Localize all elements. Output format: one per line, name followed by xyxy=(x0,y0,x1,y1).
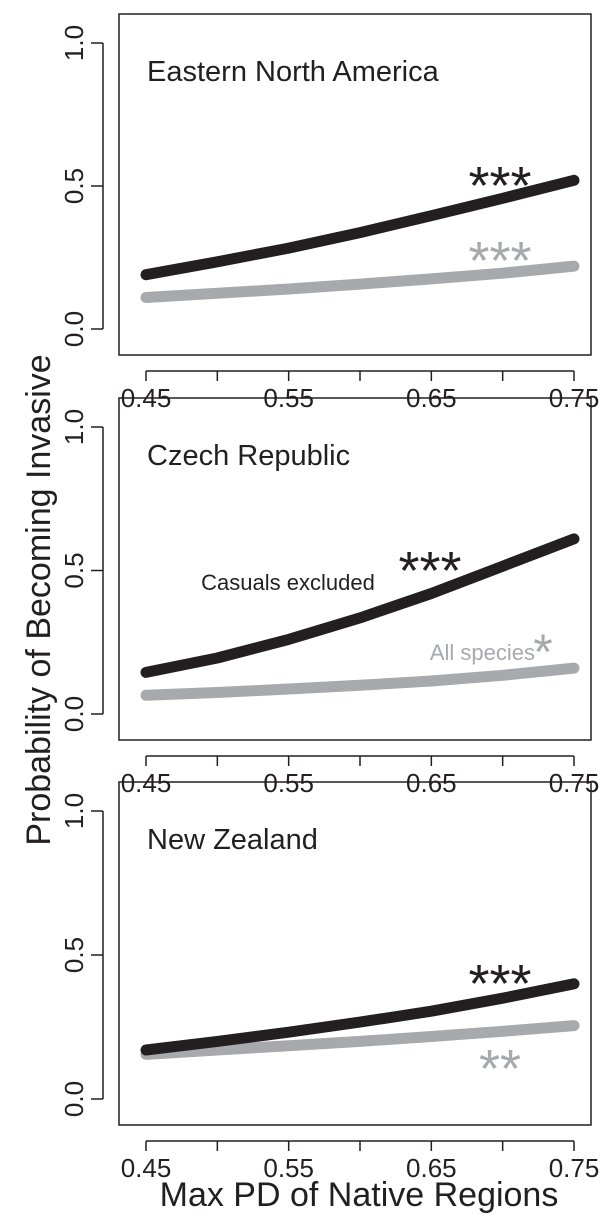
series-annotation: All species xyxy=(430,640,535,665)
y-tick-label: 1.0 xyxy=(59,793,89,829)
x-axis: 0.45 0.55 0.65 0.75 xyxy=(121,755,599,798)
x-tick-label: 0.65 xyxy=(406,1153,457,1183)
series-line-all-species xyxy=(140,1020,580,1060)
y-axis-label: Probability of Becoming Invasive xyxy=(20,354,58,845)
series-line-all-species xyxy=(140,662,580,701)
chart-panel: Eastern North America 0.0 0.5 1.0 0.45 0.55 0.… xyxy=(59,13,599,413)
x-tick-label: 0.55 xyxy=(263,768,314,798)
y-tick-label: 0.5 xyxy=(59,937,89,973)
y-axis: 0.0 0.5 1.0 xyxy=(59,793,104,1117)
series-line-all-species xyxy=(140,260,580,303)
significance-label: *** xyxy=(468,231,531,291)
plot-frame xyxy=(118,397,592,741)
x-axis: 0.45 0.55 0.65 0.75 xyxy=(121,1140,600,1183)
panel-title: Eastern North America xyxy=(147,56,440,88)
series-annotation: Casuals excluded xyxy=(201,570,375,595)
significance-label: *** xyxy=(468,954,531,1014)
plot-frame xyxy=(118,781,592,1126)
y-axis: 0.0 0.5 1.0 xyxy=(59,25,104,347)
x-tick-label: 0.65 xyxy=(406,768,457,798)
x-axis: 0.45 0.55 0.65 0.75 xyxy=(121,370,599,413)
series-line-casuals-excluded xyxy=(140,978,580,1056)
x-tick-label: 0.45 xyxy=(121,768,172,798)
panel-title: Czech Republic xyxy=(147,440,350,472)
panel-title: New Zealand xyxy=(147,824,318,856)
y-tick-label: 0.0 xyxy=(59,696,89,732)
y-tick-label: 0.5 xyxy=(59,552,89,588)
significance-label: *** xyxy=(398,541,461,601)
series-line-casuals-excluded xyxy=(140,174,580,281)
y-axis: 0.0 0.5 1.0 xyxy=(59,409,104,732)
x-tick-label: 0.75 xyxy=(549,1153,600,1183)
y-tick-label: 1.0 xyxy=(59,25,89,61)
significance-label: *** xyxy=(468,156,531,216)
y-tick-label: 0.0 xyxy=(59,311,89,347)
y-tick-label: 0.0 xyxy=(59,1081,89,1117)
series-line-casuals-excluded xyxy=(140,533,580,678)
significance-label: ** xyxy=(479,1039,521,1099)
y-tick-label: 0.5 xyxy=(59,168,89,204)
x-tick-label: 0.45 xyxy=(121,1153,172,1183)
y-tick-label: 1.0 xyxy=(59,409,89,445)
significance-label: * xyxy=(533,624,552,680)
x-axis-label: Max PD of Native Regions xyxy=(160,1176,559,1214)
x-tick-label: 0.55 xyxy=(263,1153,314,1183)
chart-panels: Eastern North America 0.0 0.5 1.0 0.45 0.55 0.… xyxy=(59,13,600,1183)
plot-frame xyxy=(118,13,592,356)
